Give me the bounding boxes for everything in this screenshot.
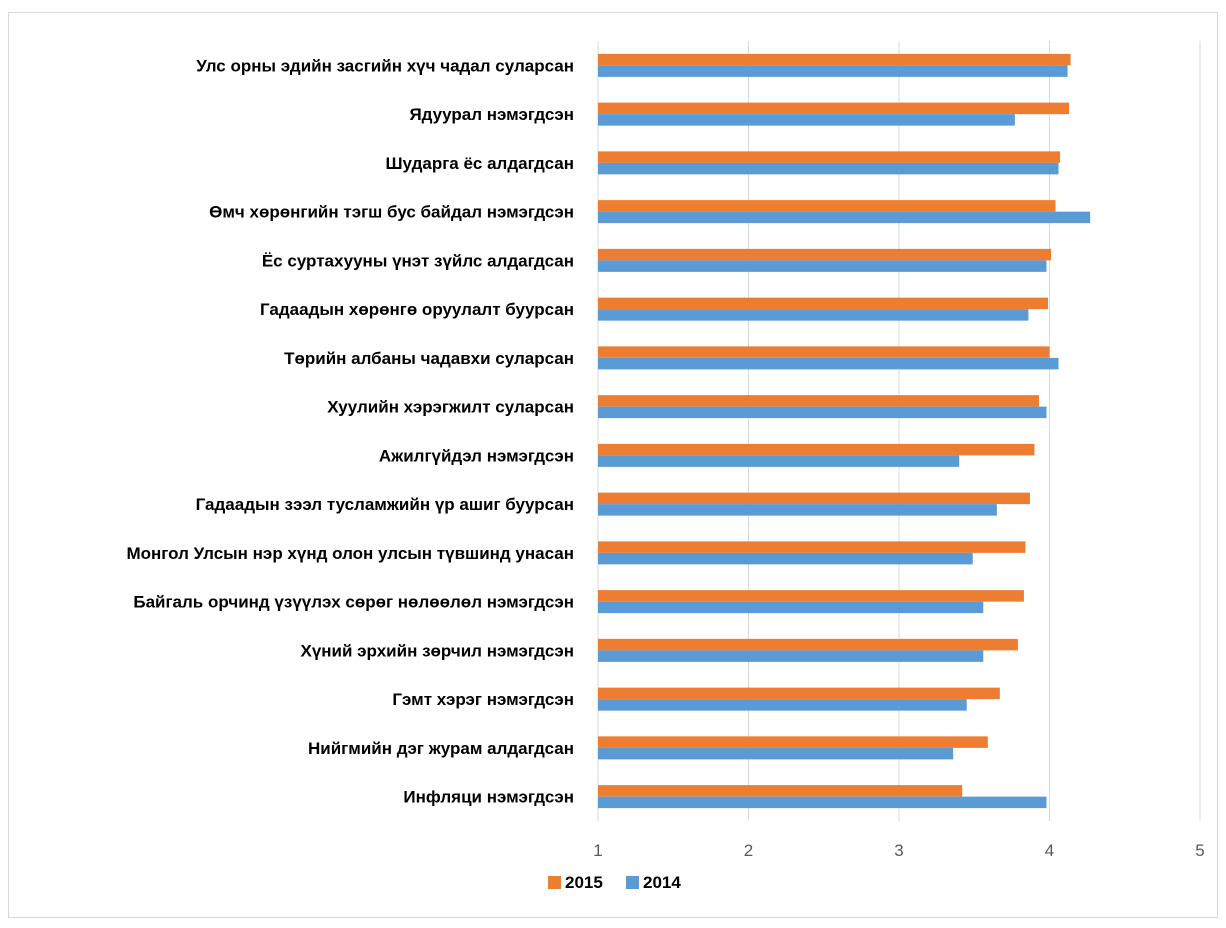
bar-2014 [598,357,1059,370]
legend-label: 2014 [643,873,681,892]
x-tick-label: 3 [894,841,903,860]
bar-2014 [598,309,1029,321]
bar-2014 [598,747,954,760]
category-label: Гэмт хэрэг нэмэгдсэн [392,690,574,709]
bar-2014 [598,504,997,516]
bar-2015 [598,53,1071,66]
bar-2014 [598,601,984,614]
category-label: Төрийн албаны чадавхи суларсан [284,349,574,368]
bar-2015 [598,638,1018,651]
bar-2014 [598,796,1047,809]
bar-2014 [598,455,960,467]
bar-2014 [598,260,1047,272]
chart-frame: 1 2 3 4 5 Улс орны эдийн засгийн хүч чадал су… [8,12,1218,918]
category-label: Ёс суртахууны үнэт зүйлс алдагдсан [262,251,574,270]
bar-2014 [598,552,973,565]
category-label: Ядуурал нэмэгдсэн [409,105,574,124]
bar-2015 [598,151,1061,163]
category-label: Ажилгүйдэл нэмэгдсэн [379,446,574,465]
x-tick-label: 1 [593,841,602,860]
category-label: Улс орны эдийн засгийн хүч чадал суларса… [196,56,574,75]
x-tick-label: 5 [1195,841,1204,860]
category-label: Гадаадын хөрөнгө оруулалт буурсан [260,300,574,319]
bar-2015 [598,541,1026,553]
bar-2014 [598,650,984,662]
bar-2015 [598,200,1056,212]
category-label: Монгол Улсын нэр хүнд олон улсын түвшинд… [126,544,574,563]
bar-2014 [598,114,1015,126]
category-label: Нийгмийн дэг журам алдагдсан [308,739,574,758]
bar-2015 [598,785,963,797]
bar-2015 [598,297,1048,310]
legend-label: 2015 [565,873,603,892]
bar-2014 [598,65,1068,77]
bar-2014 [598,699,967,711]
bar-2015 [598,102,1070,115]
category-label: Гадаадын зээл тусламжийн үр ашиг буурсан [196,495,574,514]
category-label: Хуулийн хэрэгжилт суларсан [327,398,574,417]
legend-swatch-2014 [626,876,639,889]
x-tick-label: 2 [744,841,753,860]
category-label: Инфляци нэмэгдсэн [403,788,574,807]
bar-2015 [598,346,1050,358]
category-label: Байгаль орчинд үзүүлэх сөрөг нөлөөлөл нэ… [133,593,574,612]
bar-2015 [598,590,1024,602]
bar-2015 [598,248,1052,261]
bar-2014 [598,406,1047,419]
bar-2015 [598,395,1039,407]
bar-2015 [598,492,1030,505]
bar-2014 [598,211,1091,224]
category-label: Шударга ёс алдагдсан [385,154,574,173]
x-tick-label: 4 [1045,841,1054,860]
legend-swatch-2015 [548,876,561,889]
bar-2014 [598,162,1059,175]
category-label: Өмч хөрөнгийн тэгш бус байдал нэмэгдсэн [209,203,574,222]
bar-2015 [598,443,1035,456]
bar-2015 [598,736,988,748]
bar-2015 [598,687,1000,700]
category-label: Хүний эрхийн зөрчил нэмэгдсэн [300,641,574,660]
horizontal-bar-chart: 1 2 3 4 5 Улс орны эдийн засгийн хүч чадал су… [126,41,1205,892]
